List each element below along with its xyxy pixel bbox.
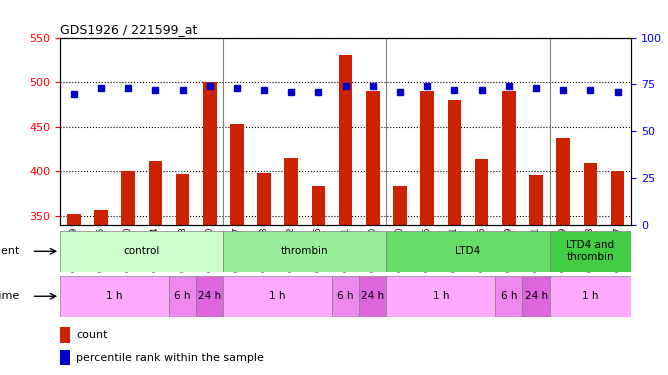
Bar: [366, 91, 379, 225]
Bar: [448, 100, 462, 225]
Text: thrombin: thrombin: [281, 246, 329, 256]
Bar: [387, 231, 550, 272]
Bar: [148, 161, 162, 225]
Bar: [169, 276, 196, 317]
Bar: [60, 231, 223, 272]
Bar: [420, 91, 434, 225]
Text: 6 h: 6 h: [337, 291, 354, 301]
Bar: [176, 174, 189, 225]
Bar: [393, 186, 407, 225]
Bar: [332, 276, 359, 317]
Bar: [339, 56, 353, 225]
Bar: [475, 159, 488, 225]
Bar: [60, 276, 169, 317]
Text: LTD4: LTD4: [456, 246, 481, 256]
Bar: [556, 138, 570, 225]
Bar: [94, 210, 108, 225]
Text: 24 h: 24 h: [361, 291, 385, 301]
Bar: [502, 91, 516, 225]
Bar: [223, 231, 387, 272]
Bar: [550, 276, 631, 317]
Bar: [223, 276, 332, 317]
Bar: [60, 350, 70, 365]
Bar: [257, 173, 271, 225]
Text: 6 h: 6 h: [174, 291, 191, 301]
Text: 24 h: 24 h: [524, 291, 548, 301]
Bar: [196, 276, 223, 317]
Text: 6 h: 6 h: [500, 291, 517, 301]
Text: agent: agent: [0, 246, 20, 256]
Bar: [230, 124, 244, 225]
Text: LTD4 and
thrombin: LTD4 and thrombin: [566, 240, 615, 262]
Text: 24 h: 24 h: [198, 291, 221, 301]
Bar: [67, 214, 81, 225]
Text: percentile rank within the sample: percentile rank within the sample: [76, 352, 264, 363]
Text: 1 h: 1 h: [433, 291, 449, 301]
Bar: [611, 171, 625, 225]
Bar: [529, 175, 543, 225]
Bar: [285, 158, 298, 225]
Text: GDS1926 / 221599_at: GDS1926 / 221599_at: [60, 23, 198, 36]
Bar: [60, 327, 70, 343]
Text: time: time: [0, 291, 20, 301]
Bar: [495, 276, 522, 317]
Bar: [387, 276, 495, 317]
Bar: [122, 171, 135, 225]
Text: control: control: [124, 246, 160, 256]
Text: 1 h: 1 h: [269, 291, 286, 301]
Text: 1 h: 1 h: [106, 291, 123, 301]
Bar: [522, 276, 550, 317]
Bar: [312, 186, 325, 225]
Bar: [550, 231, 631, 272]
Bar: [584, 162, 597, 225]
Bar: [203, 82, 216, 225]
Text: count: count: [76, 330, 108, 340]
Text: 1 h: 1 h: [582, 291, 599, 301]
Bar: [359, 276, 387, 317]
